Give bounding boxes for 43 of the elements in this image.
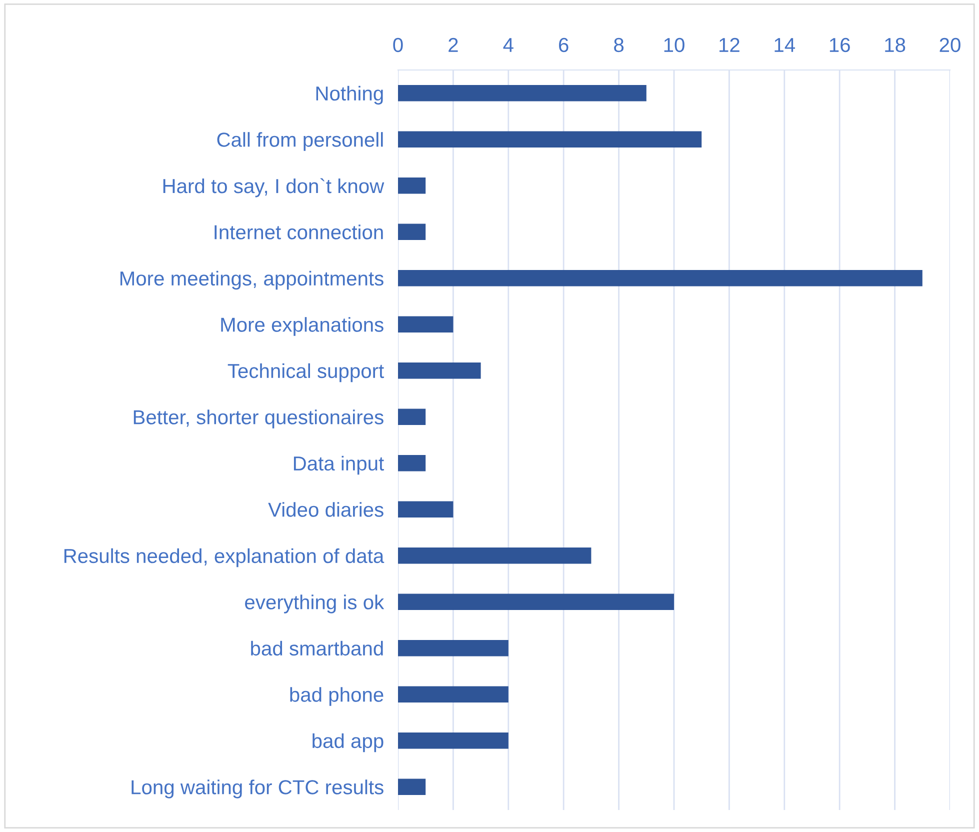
x-tick-label: 12 (720, 38, 740, 52)
y-tick-label: Data input (294, 456, 384, 475)
y-tick-label: Hard to say, I don`t know (163, 178, 384, 198)
bar (398, 501, 454, 518)
y-tick-label: Better, shorter questionaires (134, 410, 384, 428)
bar (398, 548, 592, 564)
bar (398, 455, 426, 472)
y-tick-label: Technical support (228, 363, 384, 382)
bar (398, 640, 508, 656)
x-tick-label: 8 (614, 38, 624, 52)
x-tick-label: 6 (559, 38, 568, 52)
y-tick-label: More meetings, appointments (120, 270, 384, 290)
x-tick-label: 2 (448, 38, 458, 52)
y-tick-label: bad smartband (251, 640, 383, 656)
y-tick-label: everything is ok (245, 594, 384, 614)
y-tick-label: Video diaries (268, 502, 384, 517)
bar (398, 178, 426, 194)
bar (398, 131, 702, 148)
x-tick-label: 20 (940, 38, 960, 52)
bar (398, 85, 646, 102)
bar (398, 594, 674, 610)
bar (398, 686, 508, 702)
bar (398, 224, 426, 240)
y-tick-label: More explanations (221, 317, 384, 336)
bar (398, 270, 922, 286)
y-tick-label: Long waiting for CTC results (132, 780, 384, 798)
x-tick-label: 16 (830, 38, 850, 52)
x-tick-label: 14 (774, 38, 796, 52)
y-tick-label: Call from personell (217, 132, 383, 151)
y-tick-label: Internet connection (214, 224, 383, 240)
bar (398, 408, 426, 425)
x-tick-label: 18 (885, 38, 906, 52)
bar (398, 362, 481, 379)
bar (398, 778, 426, 795)
y-tick-label: Results needed, explanation of data (64, 548, 384, 568)
x-tick-label: 4 (503, 38, 514, 52)
bar (398, 316, 454, 332)
y-tick-label: bad app (312, 733, 384, 752)
y-tick-label: Nothing (316, 86, 383, 105)
x-tick-label: 0 (393, 38, 403, 52)
bar (398, 732, 508, 749)
x-tick-label: 10 (664, 38, 684, 52)
y-tick-label: bad phone (290, 687, 384, 706)
